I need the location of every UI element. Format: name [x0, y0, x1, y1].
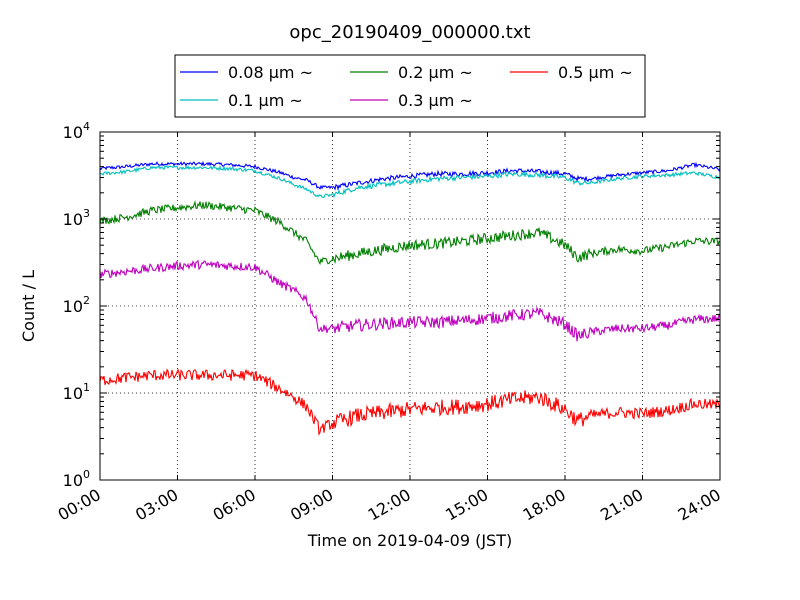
legend: 0.08 μm ~ 0.1 μm ~ 0.2 μm ~ 0.3 μm ~ 0.5 μm … [174, 54, 646, 118]
y-tick-label: 101 [63, 381, 90, 403]
series-line [99, 368, 721, 436]
y-tick-base: 10 [63, 471, 83, 490]
y-tick-exponent: 2 [83, 294, 90, 307]
y-tick-base: 10 [63, 297, 83, 316]
y-tick-exponent: 0 [83, 468, 90, 481]
y-tick-exponent: 1 [83, 381, 90, 394]
legend-label: 0.3 μm ~ [398, 91, 473, 110]
y-tick-base: 10 [63, 210, 83, 229]
series-line [99, 164, 721, 199]
y-tick-label: 103 [63, 207, 90, 229]
y-tick-base: 10 [63, 123, 83, 142]
series-line [99, 259, 721, 342]
x-axis-label: Time on 2019-04-09 (JST) [307, 531, 512, 550]
legend-frame [174, 54, 646, 118]
series-line [99, 200, 721, 266]
legend-label: 0.2 μm ~ [398, 63, 473, 82]
y-tick-exponent: 4 [83, 120, 90, 133]
y-tick-base: 10 [63, 384, 83, 403]
y-tick-label: 100 [63, 468, 90, 490]
chart-title: opc_20190409_000000.txt [289, 22, 530, 43]
y-tick-exponent: 3 [83, 207, 90, 220]
y-axis-label: Count / L [19, 270, 38, 342]
y-tick-label: 102 [63, 294, 90, 316]
y-tick-label: 104 [63, 120, 90, 142]
series-lines [99, 160, 721, 436]
grid [100, 132, 720, 480]
legend-label: 0.08 μm ~ [228, 63, 313, 82]
legend-label: 0.1 μm ~ [228, 91, 303, 110]
legend-label: 0.5 μm ~ [558, 63, 633, 82]
series-line [99, 160, 721, 191]
